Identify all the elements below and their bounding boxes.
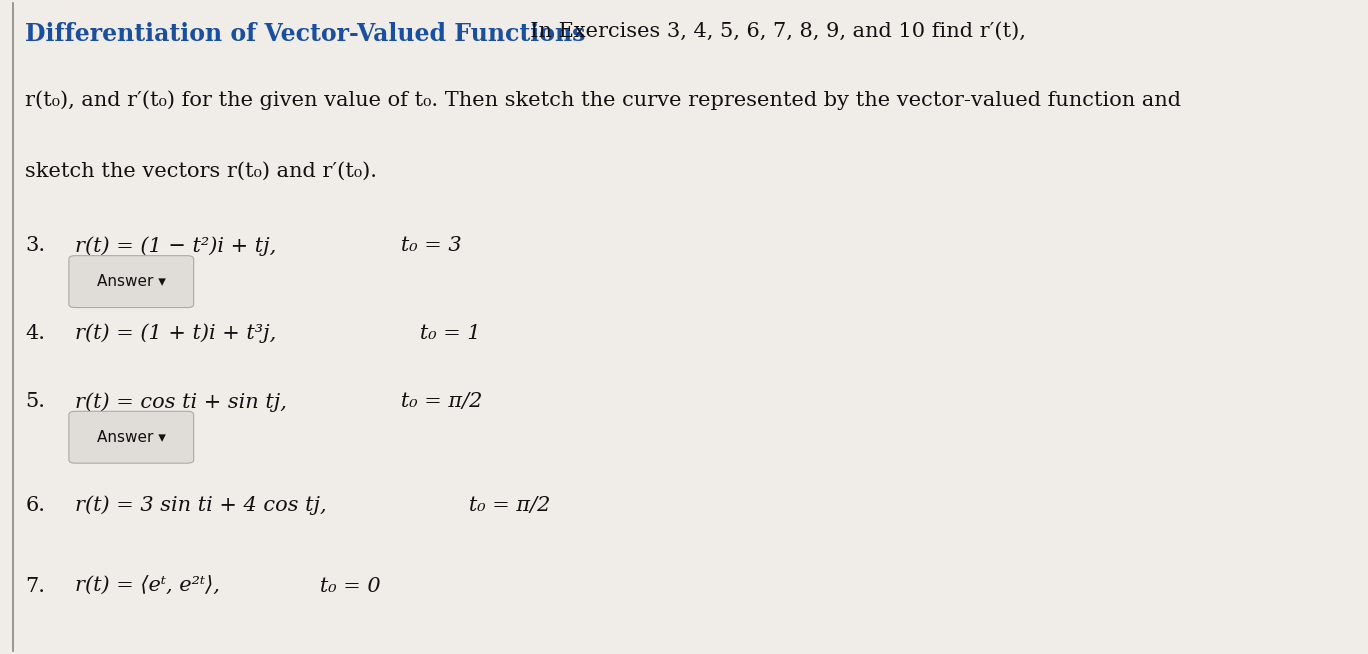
Text: r(t) = cos ti + sin tj,: r(t) = cos ti + sin tj, — [75, 392, 287, 411]
Text: t₀ = 0: t₀ = 0 — [300, 577, 380, 596]
Text: t₀ = π/2: t₀ = π/2 — [450, 496, 551, 515]
Text: Answer ▾: Answer ▾ — [97, 274, 166, 289]
Text: 5.: 5. — [25, 392, 45, 411]
Text: r(t) = ⟨eᵗ, e²ᵗ⟩,: r(t) = ⟨eᵗ, e²ᵗ⟩, — [75, 577, 220, 596]
Text: sketch the vectors r(t₀) and r′(t₀).: sketch the vectors r(t₀) and r′(t₀). — [25, 162, 378, 181]
Text: 6.: 6. — [25, 496, 45, 515]
Text: t₀ = 3: t₀ = 3 — [380, 236, 461, 255]
Text: 3.: 3. — [25, 236, 45, 255]
Text: r(t₀), and r′(t₀) for the given value of t₀. Then sketch the curve represented b: r(t₀), and r′(t₀) for the given value of… — [25, 90, 1181, 110]
Text: Differentiation of Vector-Valued Functions: Differentiation of Vector-Valued Functio… — [25, 22, 586, 46]
Text: In Exercises 3, 4, 5, 6, 7, 8, 9, and 10 find r′(t),: In Exercises 3, 4, 5, 6, 7, 8, 9, and 10… — [517, 22, 1026, 41]
Text: 4.: 4. — [25, 324, 45, 343]
Text: r(t) = (1 − t²)i + tj,: r(t) = (1 − t²)i + tj, — [75, 236, 276, 256]
Text: r(t) = (1 + t)i + t³j,: r(t) = (1 + t)i + t³j, — [75, 324, 276, 343]
Text: t₀ = π/2: t₀ = π/2 — [380, 392, 482, 411]
Text: r(t) = 3 sin ti + 4 cos tj,: r(t) = 3 sin ti + 4 cos tj, — [75, 496, 327, 515]
Text: Answer ▾: Answer ▾ — [97, 430, 166, 445]
FancyBboxPatch shape — [68, 256, 194, 307]
Text: 7.: 7. — [25, 577, 45, 596]
FancyBboxPatch shape — [68, 411, 194, 463]
Text: t₀ = 1: t₀ = 1 — [399, 324, 480, 343]
